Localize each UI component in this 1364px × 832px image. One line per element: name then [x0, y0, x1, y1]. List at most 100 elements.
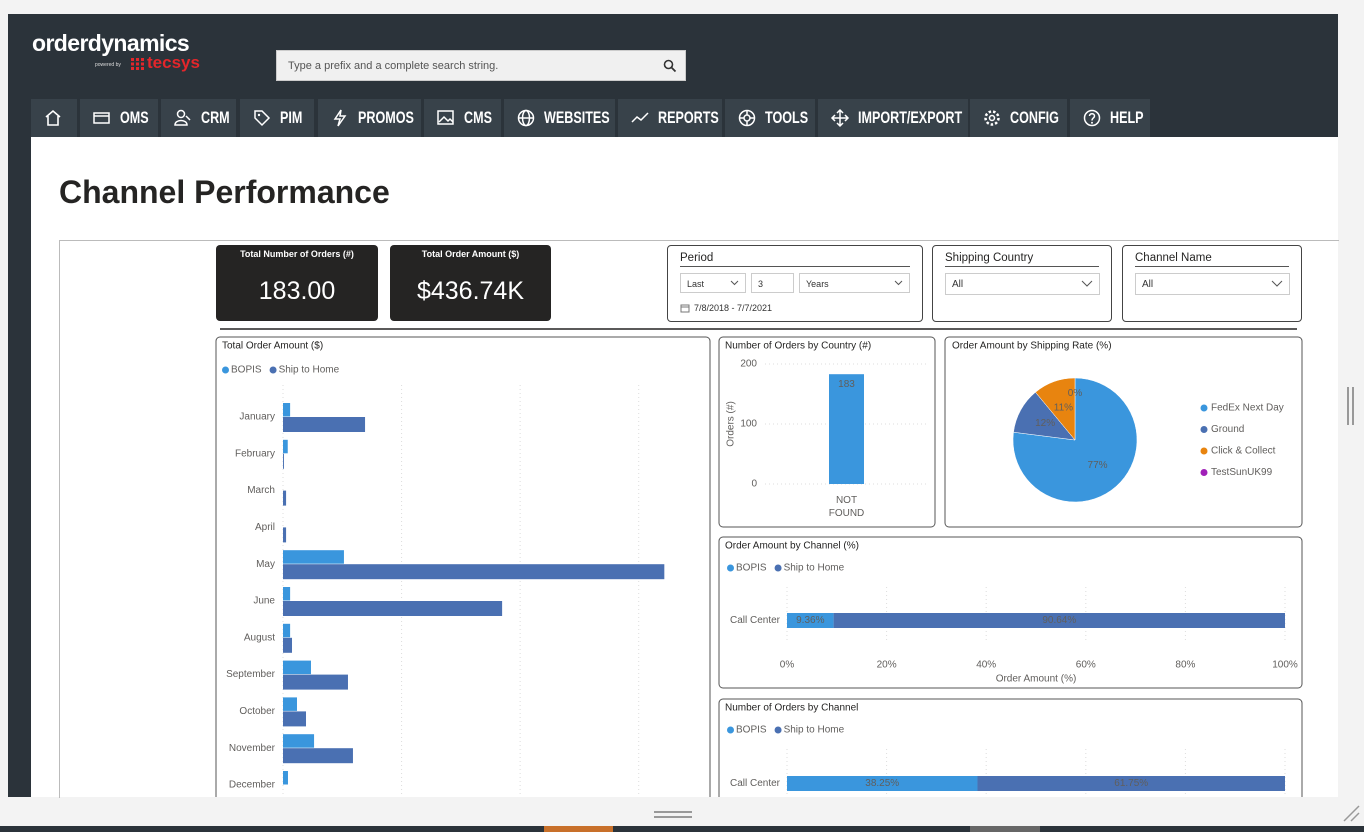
bar	[283, 490, 287, 506]
bar	[283, 527, 287, 543]
bar	[283, 711, 307, 727]
resize-handle[interactable]	[650, 806, 696, 822]
nav-label: CRM	[201, 108, 230, 127]
x-tick-label: 20%	[877, 660, 897, 671]
nav-label: OMS	[120, 108, 149, 127]
bar	[829, 374, 864, 484]
nav-label: HELP	[1110, 108, 1144, 127]
underline	[945, 266, 1099, 267]
logo[interactable]: orderdynamics	[32, 30, 190, 56]
nav-home[interactable]	[31, 99, 77, 137]
bar	[283, 403, 291, 417]
bar-segment	[977, 776, 1285, 791]
number-input[interactable]: 3	[751, 273, 794, 293]
underline	[1135, 266, 1289, 267]
chart-title: Order Amount by Shipping Rate (%)	[952, 341, 1112, 352]
dropdown[interactable]: All	[1135, 273, 1290, 295]
filter-label: Period	[680, 252, 714, 264]
data-label: 0%	[1068, 388, 1083, 399]
nav-label: CMS	[464, 108, 492, 127]
nav-icon	[437, 110, 454, 125]
kpi-label: Total Order Amount ($)	[421, 249, 520, 259]
y-tick-label: April	[255, 522, 275, 533]
nav-item[interactable]: HELP	[1070, 99, 1150, 137]
nav-icon	[254, 110, 271, 127]
underline	[680, 266, 910, 267]
legend-label: Ship to Home	[279, 365, 340, 376]
bar	[283, 637, 293, 653]
dropdown-value: All	[1142, 279, 1154, 290]
nav-item[interactable]: WEBSITES	[504, 99, 615, 137]
x-tick-label: 80%	[1175, 660, 1195, 671]
data-label: 9.36%	[796, 615, 824, 626]
nav-item[interactable]: CMS	[424, 99, 501, 137]
chevron	[894, 280, 903, 286]
x-tick-label: 40%	[976, 660, 996, 671]
nav-item[interactable]: CONFIG	[970, 99, 1067, 137]
charts: Total Order Amount ($) BOPIS Ship to Home J…	[215, 328, 1303, 797]
data-label: 183	[838, 379, 855, 390]
nav-label: TOOLS	[765, 108, 809, 127]
period-filter: Period Last 3 Years 7/8/2018 - 7/7/2021	[667, 245, 923, 322]
chart-panel	[718, 336, 936, 528]
search-icon[interactable]	[663, 59, 677, 73]
legend-label: BOPIS	[231, 365, 262, 376]
bar	[283, 748, 353, 764]
legend-marker	[774, 564, 782, 572]
search-box[interactable]: Type a prefix and a complete search stri…	[276, 50, 686, 81]
bar	[283, 439, 288, 454]
brand: tecsys	[147, 53, 200, 72]
bar	[283, 453, 284, 469]
kpi-value: 183.00	[258, 277, 336, 305]
dropdown[interactable]: Years	[799, 273, 910, 293]
report-frame	[59, 240, 1339, 798]
dropdown[interactable]: Last	[680, 273, 746, 293]
legend-marker	[1200, 469, 1208, 476]
bar	[283, 660, 311, 675]
legend-marker	[774, 726, 782, 734]
legend-marker	[727, 726, 734, 734]
filter-label: Channel Name	[1135, 252, 1212, 264]
nav-item[interactable]: CRM	[161, 99, 236, 137]
shipping-country-filter: Shipping Country All	[932, 245, 1112, 322]
nav-item[interactable]: OMS	[80, 99, 158, 137]
data-label: 12%	[1035, 418, 1055, 429]
scroll-handle[interactable]	[1344, 385, 1358, 427]
bar	[283, 417, 366, 432]
nav-label: CONFIG	[1010, 108, 1059, 127]
nav-label: REPORTS	[658, 108, 719, 127]
bar	[283, 564, 665, 580]
x-tick-label: NOT FOUND	[829, 495, 865, 519]
dropdown-value: All	[952, 279, 964, 290]
input-value: 3	[758, 279, 764, 289]
chevron	[1271, 280, 1283, 287]
nav-icon	[830, 108, 850, 128]
legend-marker	[1200, 447, 1208, 455]
dropdown-value: Last	[687, 279, 705, 289]
dropdown[interactable]: All	[945, 273, 1100, 295]
chart-title: Total Order Amount ($)	[222, 341, 323, 352]
y-tick-label: November	[229, 743, 276, 754]
chart-title: Number of Orders by Country (#)	[725, 341, 871, 352]
x-tick-label: 60%	[1076, 660, 1096, 671]
nav-item[interactable]: TOOLS	[725, 99, 815, 137]
y-tick-label: Call Center	[730, 615, 781, 626]
legend-label: FedEx Next Day	[1211, 403, 1284, 414]
y-tick-label: August	[244, 632, 275, 643]
nav-item[interactable]: REPORTS	[618, 99, 722, 137]
nav-item[interactable]: PIM	[240, 99, 314, 137]
taskbar-item[interactable]	[970, 826, 1040, 832]
data-label: 61.75%	[1114, 778, 1148, 789]
legend-marker	[727, 564, 734, 572]
nav-item[interactable]: IMPORT/EXPORT	[818, 99, 968, 137]
kpi-label: Total Number of Orders (#)	[240, 249, 354, 259]
bar-segment	[787, 613, 834, 628]
legend-label: TestSunUK99	[1211, 467, 1273, 478]
legend-label: Ship to Home	[784, 563, 845, 574]
legend-label: Ground	[1211, 424, 1244, 435]
taskbar-item[interactable]	[544, 826, 613, 832]
nav-item[interactable]: PROMOS	[318, 99, 421, 137]
corner-grip[interactable]	[1340, 800, 1362, 824]
nav-label: WEBSITES	[544, 108, 610, 127]
